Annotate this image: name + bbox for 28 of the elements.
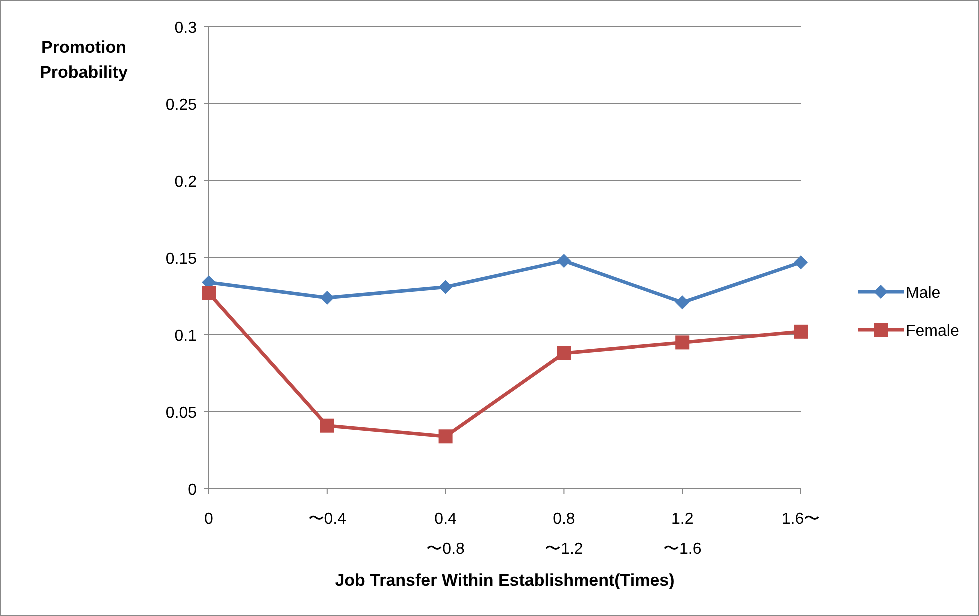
- x-tick-label: 1.6〜: [782, 511, 820, 528]
- x-tick-label: 0.8 〜1.2: [545, 511, 584, 558]
- point: [794, 324, 808, 339]
- point: [557, 254, 572, 268]
- point: [557, 346, 572, 360]
- x-tick-label: 〜0.4: [308, 511, 347, 528]
- y-tick-label: 0.15: [166, 251, 198, 268]
- point: [676, 336, 690, 350]
- point: [676, 296, 690, 310]
- point: [794, 256, 808, 270]
- point: [320, 418, 334, 433]
- y-tick-label: 0.3: [174, 20, 198, 37]
- point: [438, 430, 453, 444]
- y-tick-label: 0.25: [166, 97, 198, 114]
- y-tick-label: 0.05: [166, 405, 198, 422]
- legend-label: Male: [906, 285, 941, 302]
- point: [320, 291, 334, 306]
- y-tick-label: 0: [188, 482, 198, 499]
- point: [438, 280, 453, 294]
- x-tick-label: 0.4 〜0.8: [426, 511, 466, 558]
- x-tick-label: 1.2 〜1.6: [663, 511, 702, 558]
- y-axis-title: Promotion Probability: [40, 38, 128, 82]
- y-tick-label: 0.2: [174, 174, 198, 191]
- y-tick-label: 0.1: [174, 328, 198, 345]
- legend-label: Female: [906, 323, 960, 340]
- x-axis-title: Job Transfer Within Establishment(Times): [335, 571, 675, 590]
- point: [202, 286, 216, 300]
- x-tick-label: 0: [204, 511, 214, 528]
